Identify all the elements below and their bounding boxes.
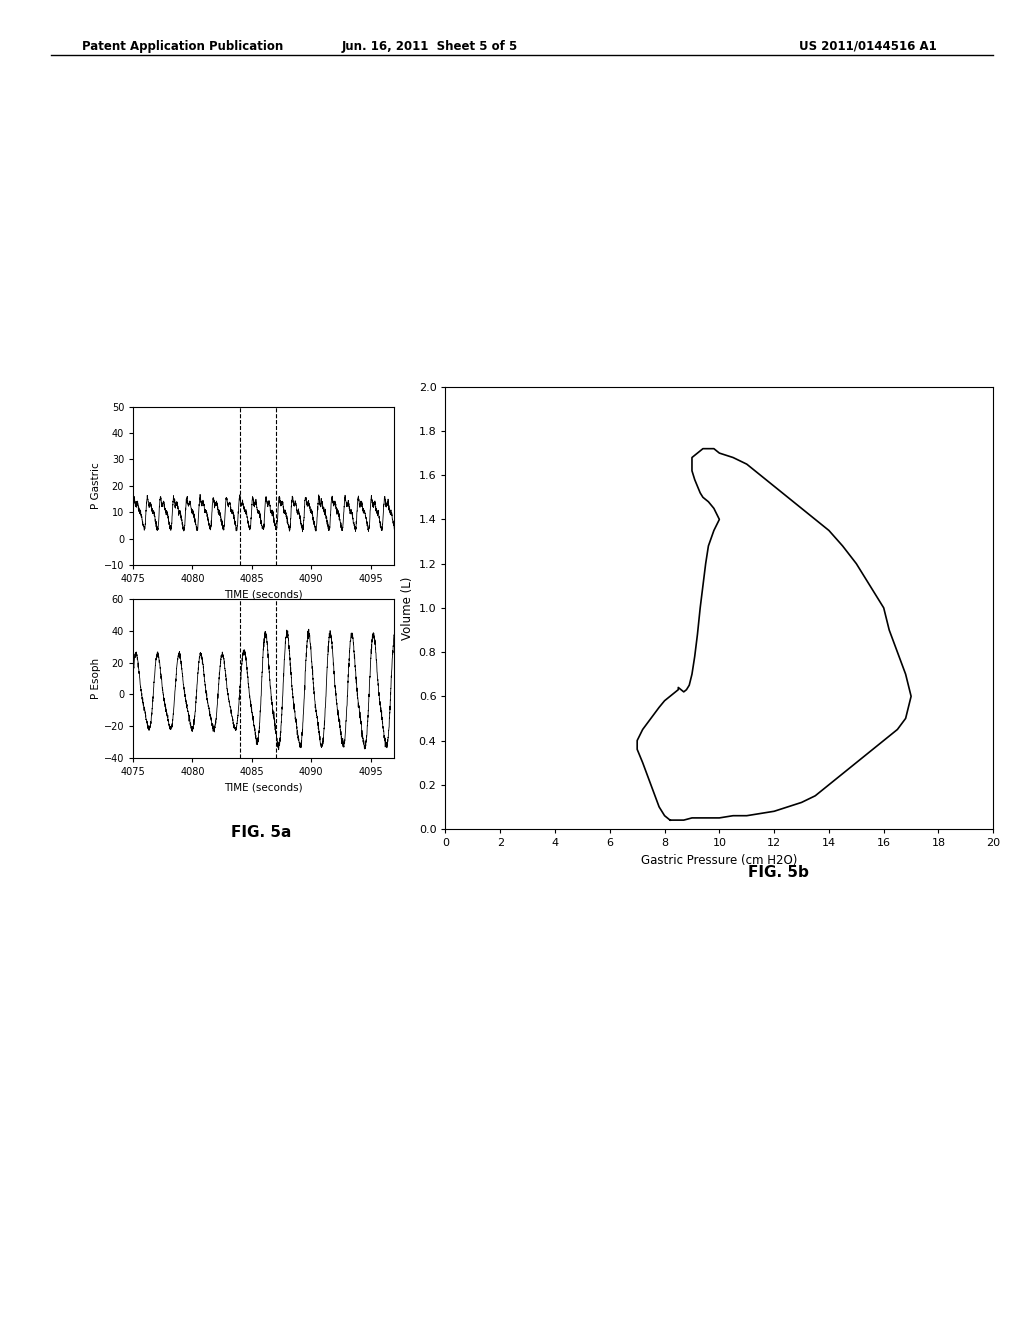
- X-axis label: TIME (seconds): TIME (seconds): [224, 590, 303, 599]
- Text: Patent Application Publication: Patent Application Publication: [82, 40, 284, 53]
- X-axis label: TIME (seconds): TIME (seconds): [224, 783, 303, 792]
- Y-axis label: P Esoph: P Esoph: [91, 657, 100, 700]
- Text: FIG. 5b: FIG. 5b: [748, 865, 809, 879]
- Text: US 2011/0144516 A1: US 2011/0144516 A1: [799, 40, 937, 53]
- X-axis label: Gastric Pressure (cm H2O): Gastric Pressure (cm H2O): [641, 854, 798, 866]
- Y-axis label: P Gastric: P Gastric: [91, 462, 101, 510]
- Text: Jun. 16, 2011  Sheet 5 of 5: Jun. 16, 2011 Sheet 5 of 5: [342, 40, 518, 53]
- Y-axis label: Volume (L): Volume (L): [401, 576, 415, 640]
- Text: FIG. 5a: FIG. 5a: [231, 825, 291, 840]
